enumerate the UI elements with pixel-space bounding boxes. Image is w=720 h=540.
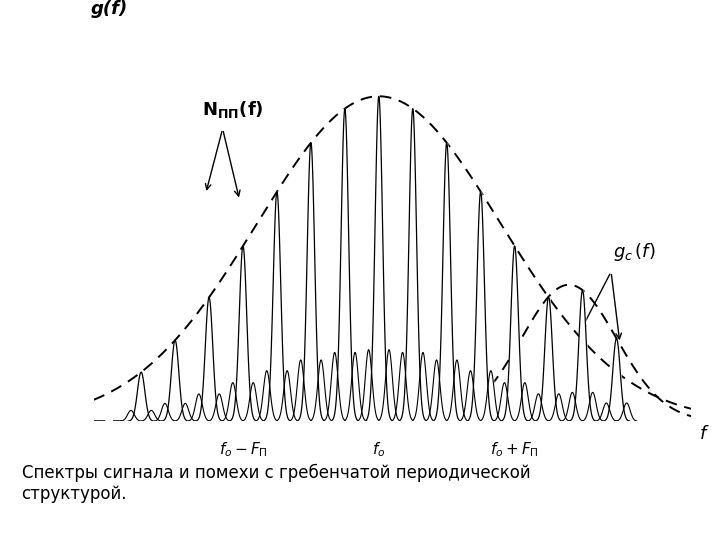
Text: $f_o + F_\Pi$: $f_o + F_\Pi$ [490,441,539,460]
Text: g(f): g(f) [90,1,127,18]
Text: $f_o$: $f_o$ [372,441,385,460]
Text: $\mathbf{N_{\Pi\Pi}(f)}$: $\mathbf{N_{\Pi\Pi}(f)}$ [202,99,264,120]
Text: Спектры сигнала и помехи с гребенчатой периодической
структурой.: Спектры сигнала и помехи с гребенчатой п… [22,464,530,503]
Text: $g_c\,(f)$: $g_c\,(f)$ [613,241,656,263]
Text: $f_o - F_\Pi$: $f_o - F_\Pi$ [219,441,267,460]
Text: f: f [701,425,706,443]
